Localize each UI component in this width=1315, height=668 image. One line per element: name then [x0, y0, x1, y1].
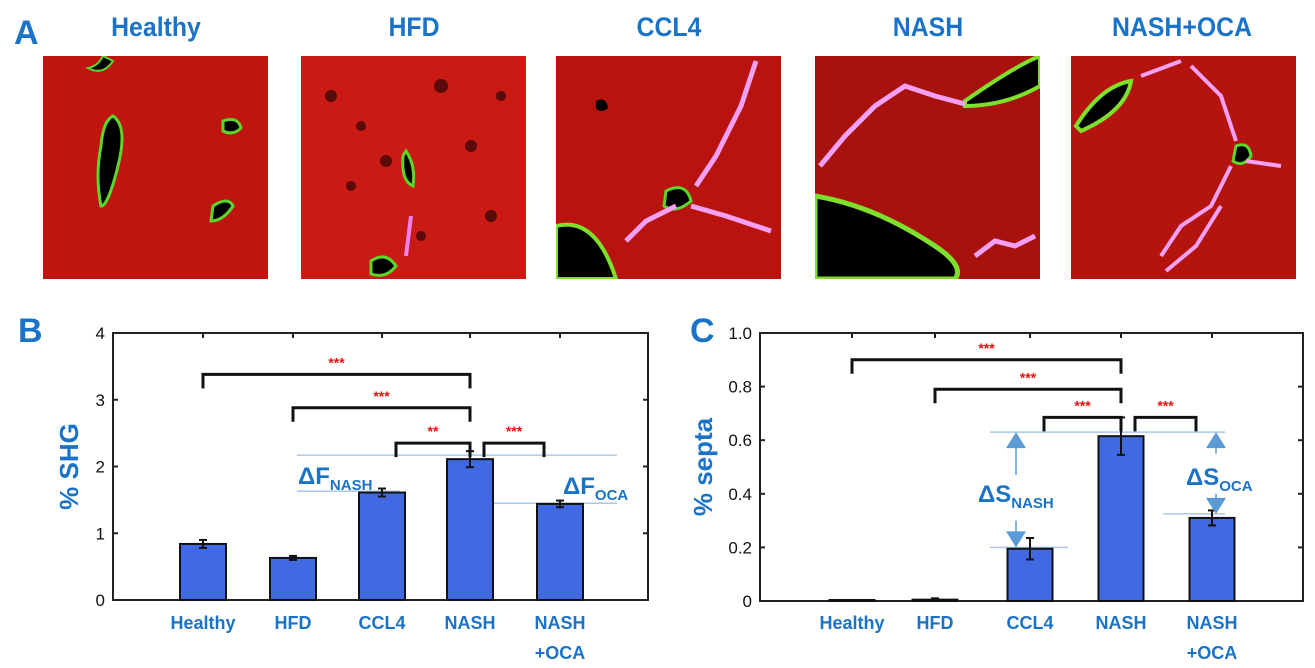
x-category-label: NASH — [534, 613, 585, 633]
delta-subscript: OCA — [1219, 478, 1253, 495]
bar-nash-oca — [536, 502, 584, 602]
error-bar — [1026, 537, 1034, 561]
y-tick-label: 0 — [96, 591, 105, 610]
y-tick-label: 0 — [743, 592, 752, 611]
image-title-nash-oca: NASH+OCA — [1111, 12, 1253, 42]
significance-bracket — [1042, 415, 1123, 432]
significance-stars: *** — [506, 423, 523, 439]
x-category-label: NASH — [1095, 613, 1146, 633]
bar-nash-oca — [1188, 516, 1236, 602]
chart-C: 0 0.2 0.4 0.6 0.8 1.0 % septa Healthy HFD CCL4 NAS… — [688, 324, 1304, 663]
significance-bracket — [394, 441, 472, 458]
bar-ccl4 — [358, 491, 406, 601]
significance-bracket — [482, 441, 546, 458]
bar-nash — [1097, 435, 1145, 602]
arrow-head-icon — [1006, 432, 1026, 449]
delta-subscript: OCA — [595, 487, 629, 504]
arrow-head-icon — [1006, 531, 1026, 548]
bar-healthy — [179, 542, 227, 601]
y-tick-label: 1 — [96, 524, 105, 543]
bar-hfd — [269, 556, 317, 602]
image-title-ccl4: CCL4 — [636, 12, 702, 42]
x-category-label: Healthy — [819, 613, 884, 633]
bar-healthy — [828, 599, 876, 602]
error-bar — [199, 538, 207, 549]
x-category-label: CCL4 — [1006, 613, 1053, 633]
x-category-label: HFD — [275, 613, 312, 633]
significance-stars: ** — [428, 423, 439, 439]
arrow-head-icon — [1206, 497, 1226, 514]
micrograph-nash-oca — [1071, 56, 1296, 279]
y-tick-label: 4 — [96, 324, 105, 343]
x-category-label: HFD — [917, 613, 954, 633]
y-tick-label: 0.2 — [728, 538, 752, 557]
micrograph-nash — [815, 56, 1040, 279]
significance-stars: *** — [1157, 397, 1174, 413]
micrograph-hfd — [301, 56, 526, 279]
error-bar — [556, 499, 564, 509]
significance-bracket — [201, 372, 472, 389]
bar-nash — [446, 458, 494, 601]
image-title-hfd: HFD — [388, 12, 440, 42]
significance-bracket — [1133, 415, 1198, 432]
x-category-label: NASH — [1186, 613, 1237, 633]
arrow-head-icon — [1206, 432, 1226, 449]
delta-subscript: NASH — [1011, 495, 1054, 512]
x-category-label: NASH — [444, 613, 495, 633]
significance-bracket — [291, 406, 472, 422]
y-axis-label: % SHG — [54, 423, 84, 510]
x-category-label: Healthy — [170, 613, 235, 633]
delta-symbol: ΔF — [298, 463, 330, 490]
y-tick-label: 0.6 — [728, 431, 752, 450]
y-tick-label: 2 — [96, 458, 105, 477]
micrograph-ccl4 — [556, 56, 781, 279]
y-tick-label: 1.0 — [728, 324, 752, 343]
delta-symbol: ΔS — [978, 481, 1011, 508]
delta-annotation: ΔFNASH — [298, 463, 372, 494]
significance-bracket — [850, 358, 1123, 374]
image-title-healthy: Healthy — [111, 12, 201, 42]
y-tick-label: 0.8 — [728, 378, 752, 397]
y-axis-label: % septa — [688, 417, 718, 516]
panel-c-letter: C — [690, 312, 715, 350]
delta-symbol: ΔS — [1186, 464, 1219, 491]
panel-a-letter: A — [14, 14, 39, 52]
delta-annotation: ΔFOCA — [563, 473, 628, 504]
error-bar — [289, 554, 297, 561]
y-tick-label: 3 — [96, 391, 105, 410]
error-bar — [931, 597, 939, 602]
significance-bracket — [933, 387, 1123, 404]
significance-stars: *** — [1020, 369, 1037, 385]
significance-stars: *** — [978, 340, 995, 356]
delta-annotation: ΔSNASH — [978, 481, 1054, 512]
x-category-label: +OCA — [1187, 643, 1238, 663]
significance-stars: *** — [373, 388, 390, 404]
x-category-label: CCL4 — [358, 613, 405, 633]
significance-stars: *** — [328, 354, 345, 370]
significance-stars: *** — [1074, 397, 1091, 413]
error-bar — [378, 487, 386, 498]
x-category-label: +OCA — [535, 643, 586, 663]
micrograph-healthy — [43, 56, 268, 279]
y-tick-label: 0.4 — [728, 485, 752, 504]
panel-b-letter: B — [18, 312, 43, 350]
delta-annotation: ΔSOCA — [1186, 464, 1253, 495]
delta-subscript: NASH — [330, 477, 373, 494]
delta-symbol: ΔF — [563, 473, 595, 500]
image-title-nash: NASH — [892, 12, 964, 42]
